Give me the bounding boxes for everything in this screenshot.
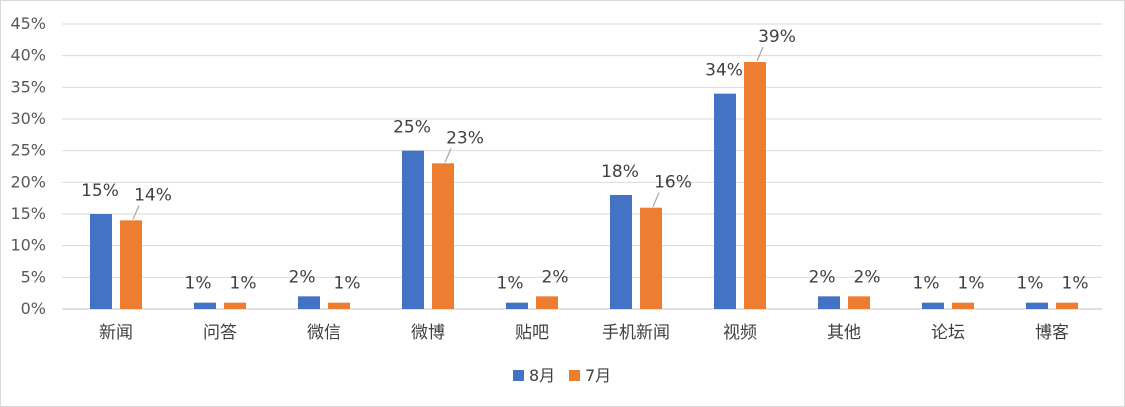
y-tick-label: 5% (21, 267, 46, 286)
data-label: 1% (185, 274, 212, 294)
data-label: 2% (289, 267, 316, 287)
bar-jul (848, 296, 870, 309)
x-category-label: 论坛 (931, 323, 965, 343)
data-label: 1% (497, 274, 524, 294)
bar-jul (536, 296, 558, 309)
legend-swatch (569, 370, 580, 381)
x-axis-category-labels: 新闻 问答 微信 微博 贴吧 手机新闻 视频 其他 论坛 博客 (99, 323, 1069, 343)
gridlines (62, 23, 1102, 310)
bar-jul (640, 207, 662, 309)
bar-aug (402, 150, 424, 309)
x-category-label: 微信 (307, 323, 341, 343)
data-label: 1% (1017, 274, 1044, 294)
data-label: 18% (601, 162, 639, 182)
y-tick-label: 25% (10, 141, 46, 160)
x-category-label: 视频 (723, 323, 757, 343)
legend: 8月 7月 (513, 366, 611, 385)
x-category-label: 博客 (1035, 323, 1069, 343)
x-category-label: 贴吧 (515, 323, 549, 343)
bar-jul (1056, 302, 1078, 309)
bar-aug (610, 195, 632, 309)
data-label: 1% (913, 274, 940, 294)
y-axis-tick-labels: 0% 5% 10% 15% 20% 25% 30% 35% 40% 45% (10, 14, 46, 318)
data-label: 2% (542, 267, 569, 287)
bar-aug (818, 296, 840, 309)
y-tick-label: 0% (21, 299, 46, 318)
data-label: 16% (654, 173, 692, 193)
legend-label: 7月 (585, 366, 611, 385)
bar-aug (1026, 302, 1048, 309)
x-category-label: 其他 (827, 323, 861, 343)
leader-line (132, 205, 140, 220)
leader-line (756, 46, 764, 62)
bar-jul (328, 302, 350, 309)
data-label: 14% (134, 185, 172, 205)
data-label: 15% (81, 181, 119, 201)
y-tick-label: 40% (10, 46, 46, 65)
y-tick-label: 35% (10, 77, 46, 96)
data-label: 1% (1062, 274, 1089, 294)
y-tick-label: 45% (10, 14, 46, 33)
bar-aug (714, 93, 736, 310)
y-tick-label: 10% (10, 236, 46, 255)
bar-aug (506, 302, 528, 309)
data-label: 2% (854, 267, 881, 287)
data-label-leader-lines (132, 46, 764, 220)
leader-line (444, 148, 452, 163)
bar-jul (120, 220, 142, 309)
y-tick-label: 30% (10, 109, 46, 128)
data-label: 1% (230, 274, 257, 294)
bars (90, 62, 1078, 310)
bar-aug (922, 302, 944, 309)
legend-swatch (513, 370, 524, 381)
bar-jul (432, 163, 454, 309)
data-label: 1% (334, 274, 361, 294)
bar-jul (952, 302, 974, 309)
data-label: 34% (705, 61, 743, 81)
x-category-label: 问答 (203, 323, 237, 343)
x-category-label: 新闻 (99, 323, 133, 343)
bar-jul (744, 62, 766, 309)
data-label: 39% (758, 27, 796, 47)
data-label: 23% (446, 128, 484, 148)
bar-aug (194, 302, 216, 309)
bar-jul (224, 302, 246, 309)
y-tick-label: 20% (10, 172, 46, 191)
bar-aug (90, 214, 112, 309)
data-labels: 15% 14% 1% 1% 2% 1% 25% 23% 1% 2% 18% 16% 34% 39% 2% 2%… (81, 27, 1088, 294)
bar-aug (298, 296, 320, 309)
data-label: 1% (958, 274, 985, 294)
leader-line (652, 192, 660, 207)
y-tick-label: 15% (10, 204, 46, 223)
x-category-label: 手机新闻 (602, 323, 670, 343)
legend-label: 8月 (529, 366, 555, 385)
data-label: 2% (809, 267, 836, 287)
x-category-label: 微博 (411, 323, 445, 343)
data-label: 25% (393, 118, 431, 138)
